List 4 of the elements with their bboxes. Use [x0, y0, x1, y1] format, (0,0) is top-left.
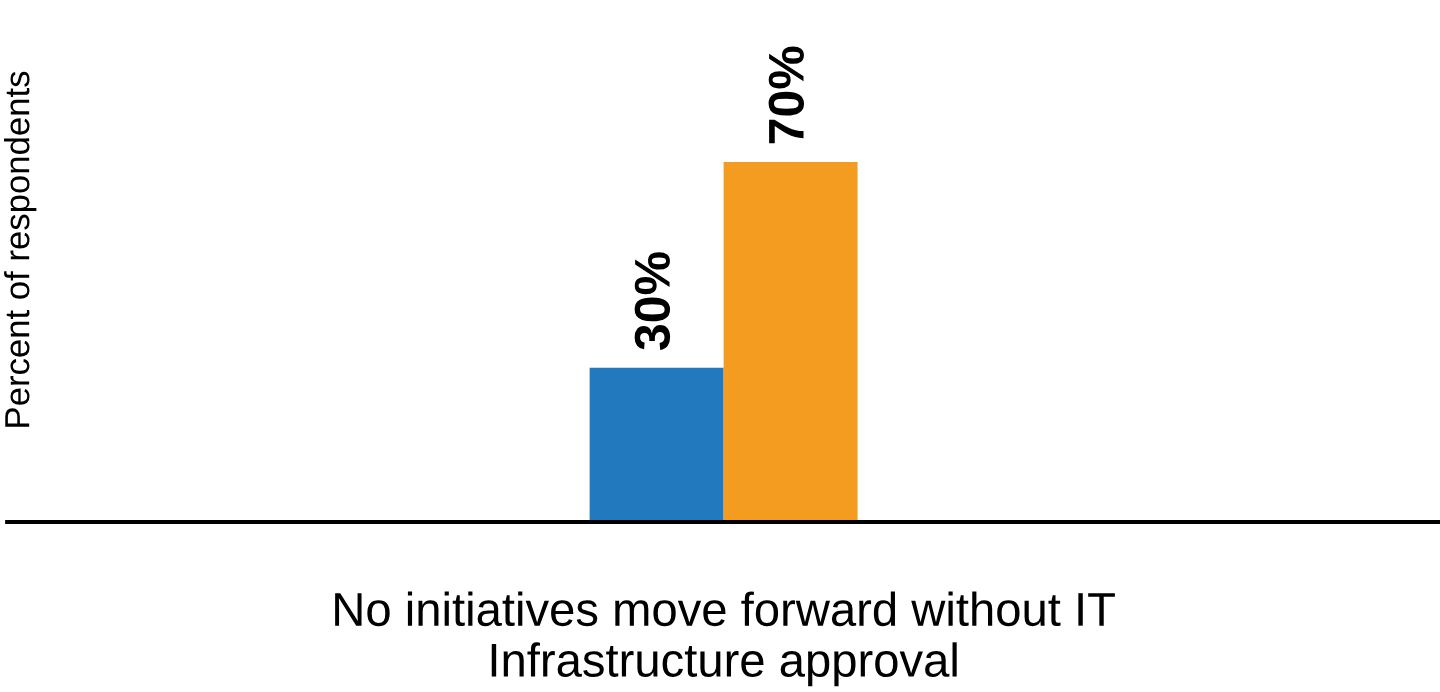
- data-label: 30%: [634, 252, 671, 350]
- x-tick-label: No initiatives move forward without IT Infrastructure approval: [335, 591, 1115, 687]
- text: Percent of respondents: [4, 71, 37, 427]
- data-label: 70%: [768, 46, 805, 144]
